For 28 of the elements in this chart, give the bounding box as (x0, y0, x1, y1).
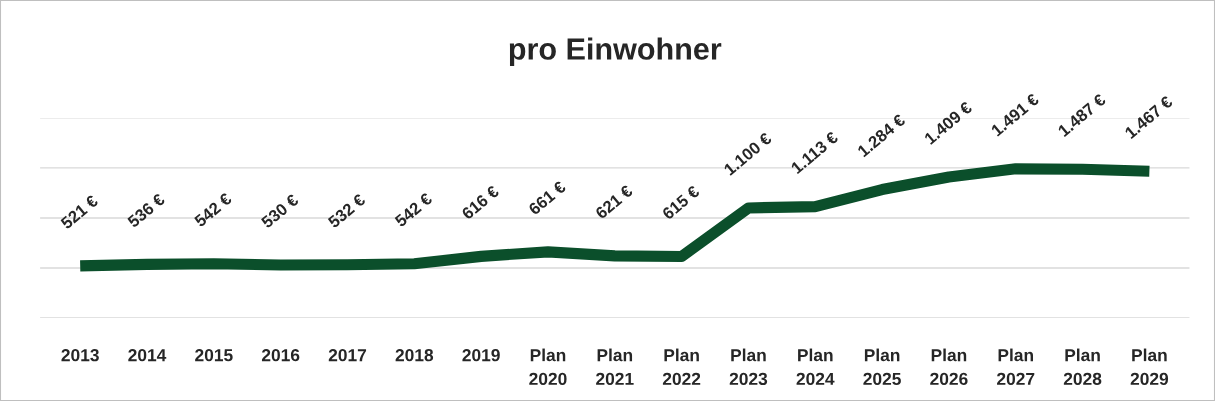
chart-title: pro Einwohner (509, 37, 722, 66)
data-label: 621 € (594, 184, 634, 220)
x-tick-label: 2017 (328, 349, 367, 362)
data-label: 616 € (460, 184, 500, 221)
x-tick-label: 2018 (395, 349, 434, 362)
data-label: 521 € (59, 194, 99, 230)
x-tick-label: 2014 (128, 349, 167, 362)
data-label: 530 € (260, 193, 300, 229)
x-tick-label: 2016 (261, 349, 300, 362)
x-tick-label: 2019 (462, 349, 500, 362)
x-tick-label: Plan 2024 (796, 348, 835, 386)
data-label: 615 € (661, 184, 701, 221)
x-tick-label: Plan 2025 (863, 348, 901, 386)
x-tick-label: Plan 2022 (662, 348, 701, 386)
x-tick-label: Plan 2021 (596, 348, 634, 386)
data-label: 536 € (126, 192, 166, 229)
data-label: 542 € (193, 192, 233, 228)
x-tick-label: Plan 2020 (529, 348, 567, 386)
x-tick-label: 2013 (61, 349, 99, 362)
data-label: 661 € (527, 180, 567, 216)
x-tick-label: 2015 (195, 349, 233, 362)
data-label: 532 € (327, 193, 367, 229)
x-tick-label: Plan 2027 (997, 348, 1035, 386)
x-tick-label: Plan 2029 (1130, 348, 1169, 386)
data-label: 542 € (394, 192, 433, 228)
x-tick-label: Plan 2028 (1063, 348, 1102, 386)
x-tick-label: Plan 2026 (930, 348, 968, 386)
x-tick-label: Plan 2023 (729, 348, 768, 386)
